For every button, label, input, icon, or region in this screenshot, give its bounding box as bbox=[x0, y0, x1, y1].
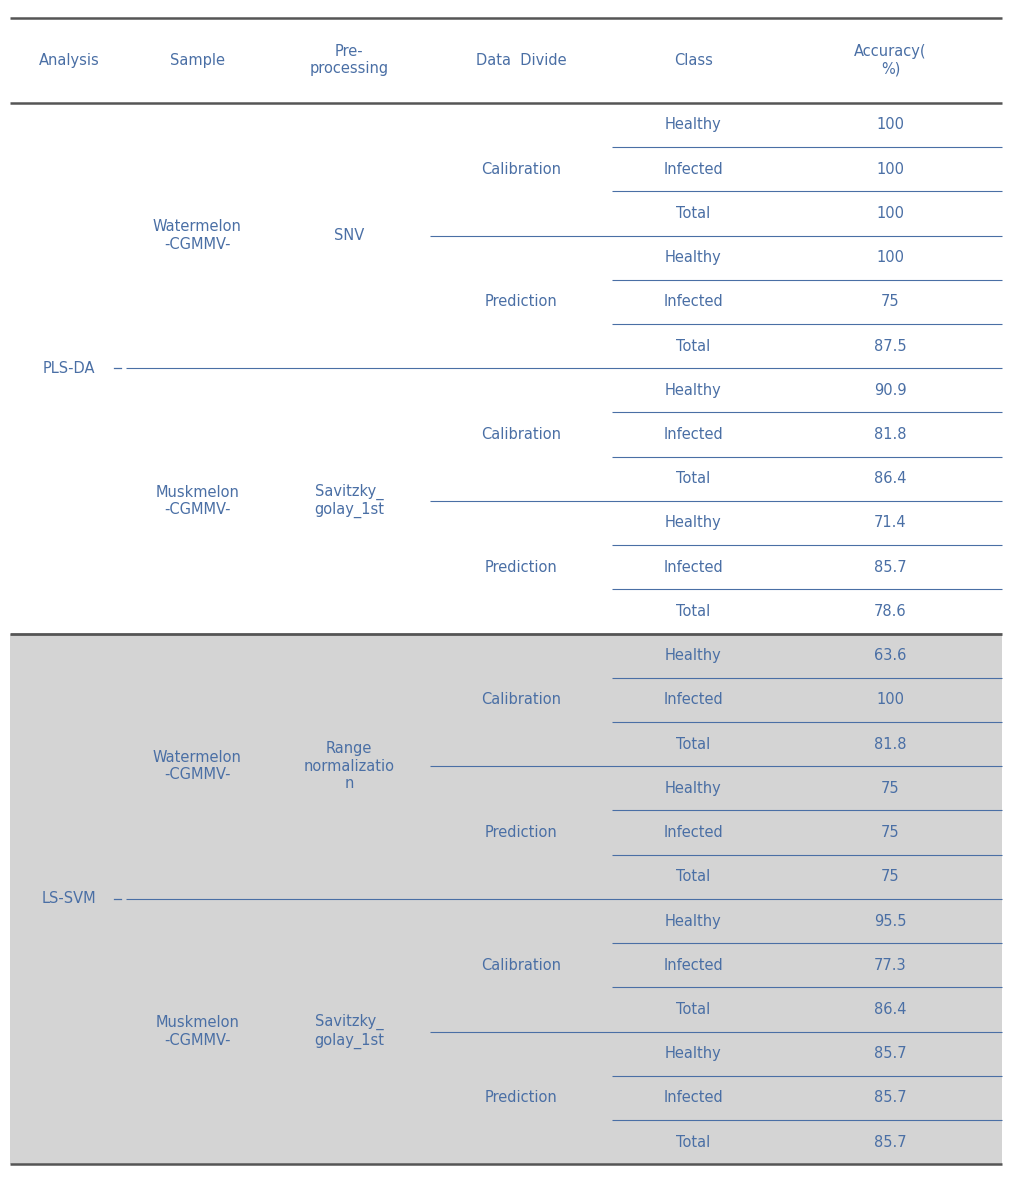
Text: Healthy: Healthy bbox=[664, 1046, 721, 1061]
Text: 90.9: 90.9 bbox=[874, 383, 906, 398]
Text: 75: 75 bbox=[881, 869, 899, 884]
Text: Total: Total bbox=[675, 1002, 710, 1017]
Text: Muskmelon
-CGMMV-: Muskmelon -CGMMV- bbox=[156, 1015, 239, 1047]
Bar bbox=[10, 855, 1001, 898]
Text: Healthy: Healthy bbox=[664, 914, 721, 929]
Text: Calibration: Calibration bbox=[480, 162, 561, 176]
Text: 87.5: 87.5 bbox=[874, 338, 906, 353]
Text: Pre-
processing: Pre- processing bbox=[309, 44, 388, 77]
Text: Calibration: Calibration bbox=[480, 957, 561, 973]
Text: 71.4: 71.4 bbox=[874, 515, 906, 531]
Text: LS-SVM: LS-SVM bbox=[41, 891, 96, 907]
Bar bbox=[10, 987, 1001, 1032]
Text: Total: Total bbox=[675, 736, 710, 752]
Text: Infected: Infected bbox=[662, 560, 723, 574]
Text: Total: Total bbox=[675, 1135, 710, 1150]
Text: Infected: Infected bbox=[662, 294, 723, 310]
Text: 95.5: 95.5 bbox=[874, 914, 906, 929]
Text: Total: Total bbox=[675, 206, 710, 221]
Text: Class: Class bbox=[673, 53, 712, 67]
Text: 78.6: 78.6 bbox=[874, 604, 906, 619]
Text: 81.8: 81.8 bbox=[874, 736, 906, 752]
Text: SNV: SNV bbox=[334, 228, 364, 243]
Bar bbox=[10, 1121, 1001, 1164]
Text: Sample: Sample bbox=[170, 53, 224, 67]
Bar bbox=[10, 1032, 1001, 1076]
Bar bbox=[10, 811, 1001, 855]
Text: Calibration: Calibration bbox=[480, 693, 561, 707]
Text: 85.7: 85.7 bbox=[874, 1091, 906, 1105]
Text: 100: 100 bbox=[876, 206, 904, 221]
Text: Prediction: Prediction bbox=[484, 560, 557, 574]
Text: Total: Total bbox=[675, 338, 710, 353]
Text: Data  Divide: Data Divide bbox=[475, 53, 566, 67]
Text: 75: 75 bbox=[881, 294, 899, 310]
Text: Healthy: Healthy bbox=[664, 383, 721, 398]
Text: 100: 100 bbox=[876, 117, 904, 132]
Text: Accuracy(
%): Accuracy( %) bbox=[853, 44, 926, 77]
Text: Savitzky_
golay_1st: Savitzky_ golay_1st bbox=[313, 1014, 384, 1048]
Text: 86.4: 86.4 bbox=[874, 472, 906, 486]
Text: Healthy: Healthy bbox=[664, 251, 721, 265]
Text: Watermelon
-CGMMV-: Watermelon -CGMMV- bbox=[153, 751, 242, 782]
Text: Infected: Infected bbox=[662, 825, 723, 840]
Text: Healthy: Healthy bbox=[664, 781, 721, 795]
Text: 86.4: 86.4 bbox=[874, 1002, 906, 1017]
Bar bbox=[10, 943, 1001, 987]
Bar bbox=[10, 898, 1001, 943]
Text: Prediction: Prediction bbox=[484, 294, 557, 310]
Text: Healthy: Healthy bbox=[664, 515, 721, 531]
Text: 75: 75 bbox=[881, 781, 899, 795]
Text: Prediction: Prediction bbox=[484, 825, 557, 840]
Text: Prediction: Prediction bbox=[484, 1091, 557, 1105]
Text: 85.7: 85.7 bbox=[874, 1135, 906, 1150]
Text: Infected: Infected bbox=[662, 693, 723, 707]
Text: 63.6: 63.6 bbox=[874, 648, 906, 663]
Text: 100: 100 bbox=[876, 693, 904, 707]
Text: Infected: Infected bbox=[662, 162, 723, 176]
Text: Total: Total bbox=[675, 604, 710, 619]
Text: 85.7: 85.7 bbox=[874, 560, 906, 574]
Text: Infected: Infected bbox=[662, 427, 723, 442]
Text: PLS-DA: PLS-DA bbox=[42, 361, 95, 376]
Text: Range
normalizatio
n: Range normalizatio n bbox=[303, 741, 394, 791]
Text: Healthy: Healthy bbox=[664, 648, 721, 663]
Text: Analysis: Analysis bbox=[38, 53, 99, 67]
Text: Infected: Infected bbox=[662, 1091, 723, 1105]
Text: Watermelon
-CGMMV-: Watermelon -CGMMV- bbox=[153, 220, 242, 252]
Text: 77.3: 77.3 bbox=[874, 957, 906, 973]
Bar bbox=[10, 634, 1001, 677]
Bar bbox=[10, 766, 1001, 811]
Bar bbox=[10, 677, 1001, 722]
Text: 81.8: 81.8 bbox=[874, 427, 906, 442]
Text: Muskmelon
-CGMMV-: Muskmelon -CGMMV- bbox=[156, 485, 239, 517]
Text: Calibration: Calibration bbox=[480, 427, 561, 442]
Text: 75: 75 bbox=[881, 825, 899, 840]
Text: Total: Total bbox=[675, 869, 710, 884]
Text: Total: Total bbox=[675, 472, 710, 486]
Text: Infected: Infected bbox=[662, 957, 723, 973]
Text: Savitzky_
golay_1st: Savitzky_ golay_1st bbox=[313, 483, 384, 518]
Bar bbox=[10, 722, 1001, 766]
Text: 85.7: 85.7 bbox=[874, 1046, 906, 1061]
Text: 100: 100 bbox=[876, 162, 904, 176]
Text: 100: 100 bbox=[876, 251, 904, 265]
Bar bbox=[10, 1076, 1001, 1121]
Text: Healthy: Healthy bbox=[664, 117, 721, 132]
